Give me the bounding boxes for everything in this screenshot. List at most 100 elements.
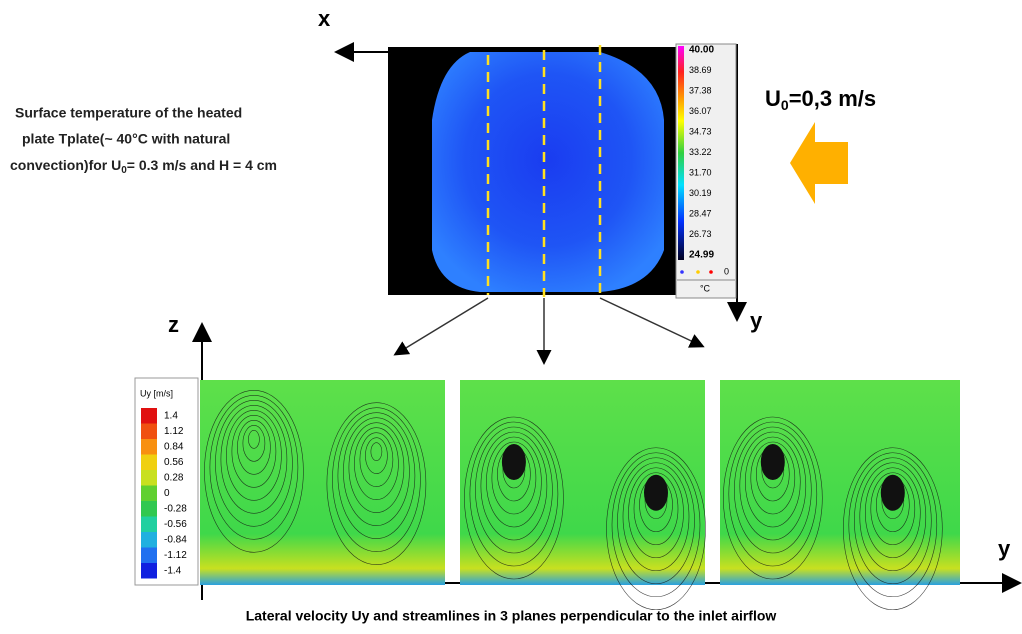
streamline bbox=[864, 467, 921, 559]
velocity-scale-label: -1.4 bbox=[164, 566, 182, 577]
velocity-panel bbox=[460, 380, 705, 585]
cut-lines bbox=[486, 45, 602, 297]
streamline bbox=[611, 452, 701, 598]
velocity-scale-label: 1.4 bbox=[164, 411, 178, 422]
marker-dots bbox=[680, 270, 713, 274]
streamline bbox=[332, 407, 421, 552]
marker-label: 0 bbox=[724, 266, 729, 276]
thermal-scale-label: 26.73 bbox=[689, 229, 712, 239]
vortex-core bbox=[880, 474, 905, 511]
thermal-scale bbox=[675, 43, 737, 299]
streamline bbox=[348, 422, 405, 513]
y-label: y bbox=[998, 536, 1011, 561]
vortex-core bbox=[501, 444, 526, 480]
velocity-scale-label: 1.12 bbox=[164, 426, 184, 437]
inflow-arrow bbox=[790, 122, 848, 204]
velocity-scale-label: -1.12 bbox=[164, 550, 187, 561]
velocity-scale-label: 0.84 bbox=[164, 442, 184, 453]
streamline bbox=[486, 436, 542, 528]
description-line: plate Tplate(~ 40°C with natural bbox=[22, 131, 230, 147]
velocity-scale-label: -0.28 bbox=[164, 504, 187, 515]
velocity-scale-label: 0.56 bbox=[164, 457, 184, 468]
streamline bbox=[370, 442, 383, 461]
thermal-scale-label: 40.00 bbox=[689, 45, 714, 56]
velocity-scale-label: -0.56 bbox=[164, 519, 187, 530]
y-label: y bbox=[750, 308, 763, 333]
streamline bbox=[859, 462, 927, 572]
streamline bbox=[606, 447, 706, 611]
streamline bbox=[617, 457, 695, 585]
streamline bbox=[744, 436, 801, 528]
description-line: convection)for U0= 0.3 m/s and H = 4 cm bbox=[10, 157, 277, 176]
streamline bbox=[750, 441, 796, 515]
streamline bbox=[475, 426, 553, 554]
streamline bbox=[848, 452, 938, 598]
thermal-scale-label: 30.19 bbox=[689, 188, 712, 198]
thermal-scale-label: 34.73 bbox=[689, 126, 712, 136]
velocity-panel bbox=[200, 380, 445, 585]
velocity-swatch bbox=[141, 547, 157, 563]
streamline bbox=[365, 437, 388, 474]
streamline bbox=[343, 417, 410, 526]
thermal-scale-label: 37.38 bbox=[689, 85, 712, 95]
thermal-scale-label: 33.22 bbox=[689, 147, 712, 157]
streamline bbox=[242, 425, 266, 462]
velocity-scale-label: -0.84 bbox=[164, 535, 187, 546]
vortex-core bbox=[760, 444, 785, 480]
streamline bbox=[622, 462, 690, 572]
streamline bbox=[853, 457, 932, 585]
streamline bbox=[491, 441, 537, 515]
thermal-gradient bbox=[678, 46, 684, 260]
x-label: x bbox=[318, 6, 331, 31]
vortex-core bbox=[644, 474, 668, 511]
unit-label: °C bbox=[700, 283, 711, 293]
velocity-swatch bbox=[141, 485, 157, 501]
streamline bbox=[326, 402, 427, 565]
streamline bbox=[354, 427, 399, 500]
streamline bbox=[204, 390, 304, 553]
velocity-swatch bbox=[141, 501, 157, 517]
streamline bbox=[842, 447, 943, 611]
streamline bbox=[870, 472, 916, 546]
projection-arrows bbox=[393, 297, 705, 365]
thermal-scale-label: 28.47 bbox=[689, 208, 712, 218]
streamline bbox=[739, 431, 807, 541]
caption: Lateral velocity Uy and streamlines in 3… bbox=[246, 608, 777, 624]
streamline bbox=[237, 420, 271, 475]
streamline bbox=[359, 432, 394, 487]
description-line: Surface temperature of the heated bbox=[15, 105, 242, 121]
streamline bbox=[337, 412, 416, 539]
velocity-swatch bbox=[141, 454, 157, 470]
streamline bbox=[215, 400, 293, 527]
thermal-scale-label: 31.70 bbox=[689, 167, 712, 177]
streamline bbox=[722, 416, 823, 580]
velocity-swatch bbox=[141, 516, 157, 532]
thermal-scale-label: 36.07 bbox=[689, 106, 712, 116]
streamline bbox=[633, 472, 679, 546]
streamline bbox=[480, 431, 548, 541]
velocity-panel bbox=[720, 380, 960, 585]
velocity-swatch bbox=[141, 439, 157, 455]
velocity-scale-title: Uy [m/s] bbox=[140, 388, 173, 398]
inflow-label: U0=0,3 m/s bbox=[765, 86, 876, 113]
velocity-scale-label: 0.28 bbox=[164, 473, 184, 484]
streamline bbox=[469, 421, 559, 567]
velocity-scale-label: 0 bbox=[164, 488, 170, 499]
streamline bbox=[733, 426, 812, 554]
streamline bbox=[226, 410, 282, 501]
streamline bbox=[464, 416, 564, 580]
velocity-swatch bbox=[141, 408, 157, 424]
streamline bbox=[248, 430, 260, 449]
streamline bbox=[231, 415, 277, 488]
streamline bbox=[728, 421, 818, 567]
thermal-scale-label: 38.69 bbox=[689, 65, 712, 75]
streamline bbox=[220, 405, 288, 514]
velocity-swatch bbox=[141, 563, 157, 579]
plate bbox=[432, 52, 664, 292]
thermal-scale-label: 24.99 bbox=[689, 250, 714, 261]
velocity-swatch bbox=[141, 532, 157, 548]
z-label: z bbox=[168, 312, 179, 337]
velocity-swatch bbox=[141, 470, 157, 486]
velocity-swatch bbox=[141, 423, 157, 439]
